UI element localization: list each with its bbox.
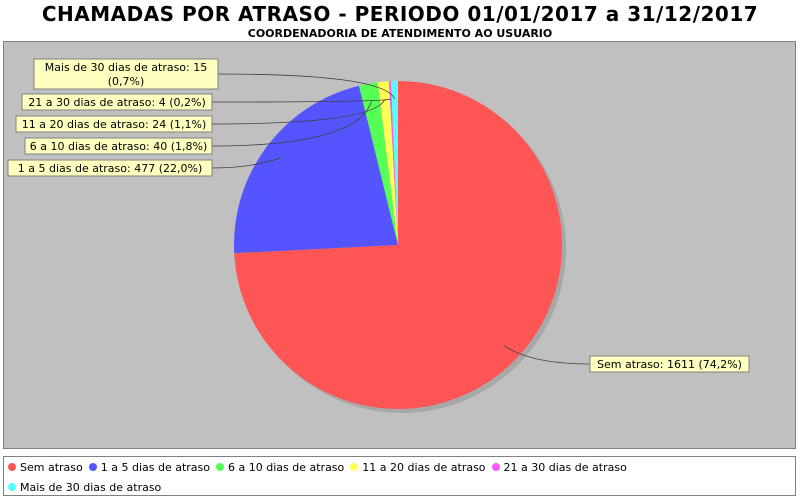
legend-swatch xyxy=(350,463,359,471)
leader-line xyxy=(211,99,386,125)
callout-text: 11 a 20 dias de atraso: 24 (1,1%) xyxy=(22,118,206,131)
leader-line xyxy=(217,73,396,100)
leader-line xyxy=(211,157,282,169)
callout-text: 6 a 10 dias de atraso: 40 (1,8%) xyxy=(30,140,207,153)
legend-swatch xyxy=(8,463,16,471)
callout-label: 21 a 30 dias de atraso: 4 (0,2%) xyxy=(21,93,213,111)
legend-item: 11 a 20 dias de atraso xyxy=(350,458,486,478)
callout-box xyxy=(33,58,219,90)
chart-title: CHAMADAS POR ATRASO - PERIODO 01/01/2017… xyxy=(41,2,759,26)
callout-text: (0,7%) xyxy=(108,75,145,88)
callout-label: 6 a 10 dias de atraso: 40 (1,8%) xyxy=(24,137,213,155)
legend-swatch xyxy=(88,463,97,471)
callout-text: 1 a 5 dias de atraso: 477 (22,0%) xyxy=(18,162,202,175)
callout-text: 21 a 30 dias de atraso: 4 (0,2%) xyxy=(28,96,205,109)
callout-text: Sem atraso: 1611 (74,2%) xyxy=(597,358,742,371)
callout-box xyxy=(24,137,213,155)
legend-item: Mais de 30 dias de atraso xyxy=(8,478,161,498)
legend-label: 21 a 30 dias de atraso xyxy=(503,461,627,474)
legend: Sem atraso 1 a 5 dias de atraso 6 a 10 dia… xyxy=(3,456,796,496)
legend-swatch xyxy=(216,463,225,471)
callout-box xyxy=(589,355,750,373)
legend-item: 6 a 10 dias de atraso xyxy=(216,458,344,478)
legend-item: 1 a 5 dias de atraso xyxy=(88,458,211,478)
pie-slice-21-a-30-dias-de-atraso xyxy=(388,81,398,246)
legend-label: 1 a 5 dias de atraso xyxy=(100,461,211,474)
plot-area: Sem atraso: 1611 (74,2%) 1 a 5 dias de at… xyxy=(3,41,796,449)
pie-slice-6-a-10-dias-de-atraso xyxy=(358,82,398,245)
callout-text: Mais de 30 dias de atraso: 15 xyxy=(45,61,208,74)
pie-slice-11-a-20-dias-de-atraso xyxy=(377,81,398,245)
pie-slice-mais-de-30-dias-de-atraso xyxy=(390,80,398,245)
legend-swatch xyxy=(8,483,16,491)
chart-subtitle: COORDENADORIA DE ATENDIMENTO AO USUARIO xyxy=(247,27,553,40)
callout-label: Sem atraso: 1611 (74,2%) xyxy=(589,355,750,373)
callout-box xyxy=(21,93,213,111)
legend-label: 11 a 20 dias de atraso xyxy=(362,461,486,474)
pie-slice-1-a-5-dias-de-atraso xyxy=(233,85,398,254)
callout-label: 11 a 20 dias de atraso: 24 (1,1%) xyxy=(15,115,213,133)
callout-label: 1 a 5 dias de atraso: 477 (22,0%) xyxy=(7,159,213,177)
callout-label: Mais de 30 dias de atraso: 15(0,7%) xyxy=(33,58,219,90)
leader-line xyxy=(503,345,591,365)
callout-box xyxy=(7,159,213,177)
legend-item: 21 a 30 dias de atraso xyxy=(491,458,627,478)
legend-swatch xyxy=(491,463,500,471)
legend-label: 6 a 10 dias de atraso xyxy=(228,461,345,474)
callout-box xyxy=(15,115,213,133)
legend-item: Sem atraso xyxy=(8,458,83,478)
pie-chart: Sem atraso: 1611 (74,2%) 1 a 5 dias de at… xyxy=(7,58,750,413)
leader-line xyxy=(211,98,391,103)
legend-label: Sem atraso xyxy=(20,461,83,474)
legend-label: Mais de 30 dias de atraso xyxy=(20,481,162,494)
pie-slice-sem-atraso xyxy=(234,81,562,409)
